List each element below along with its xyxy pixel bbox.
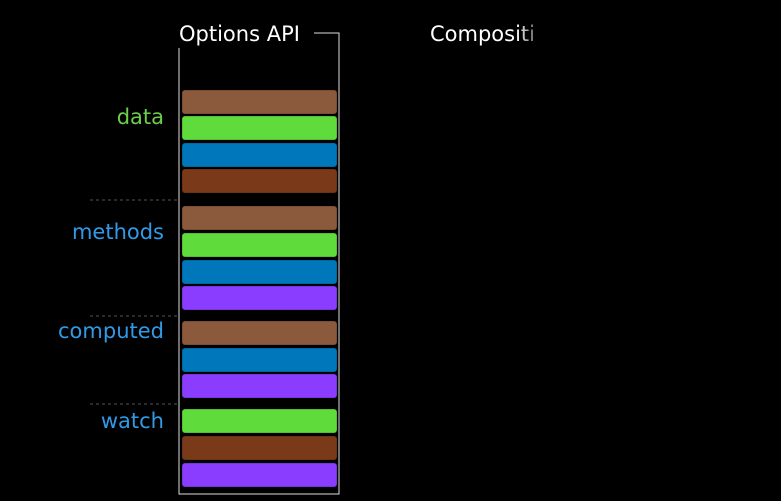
code-block	[181, 373, 338, 399]
section-label: data	[117, 105, 164, 129]
code-block	[181, 89, 338, 115]
code-block	[181, 168, 338, 194]
code-block	[181, 408, 338, 434]
code-block	[181, 320, 338, 346]
column-frame	[178, 32, 340, 495]
code-block	[181, 435, 338, 461]
code-block	[181, 232, 338, 258]
code-block	[181, 205, 338, 231]
code-block	[181, 259, 338, 285]
column-title: Options API	[179, 22, 300, 46]
section-label: computed	[58, 319, 164, 343]
code-block	[181, 462, 338, 488]
code-block	[181, 115, 338, 141]
code-block	[181, 347, 338, 373]
section-label: watch	[101, 409, 164, 433]
section-label: methods	[72, 220, 164, 244]
code-block	[181, 285, 338, 311]
column-title: Compositi	[430, 22, 535, 46]
code-block	[181, 142, 338, 168]
bars	[181, 89, 338, 488]
